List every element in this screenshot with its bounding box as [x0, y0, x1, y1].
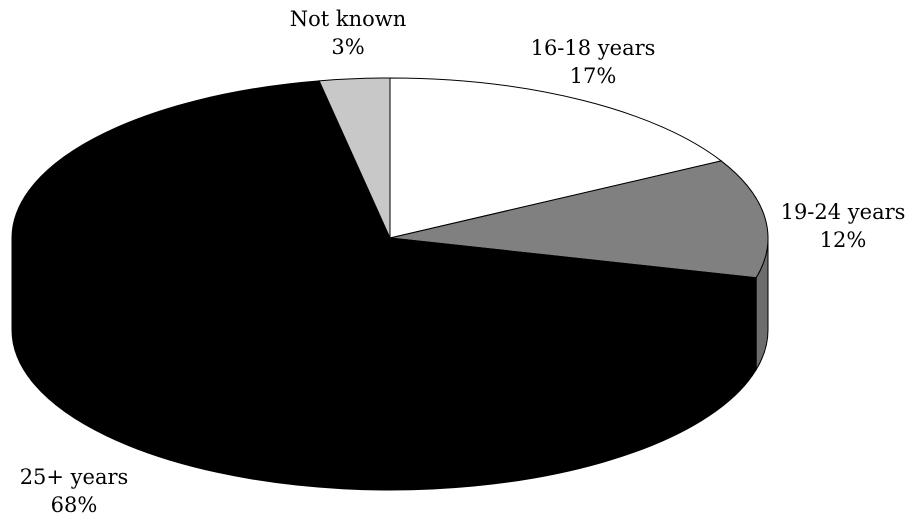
slice-label-not-known-name: Not known [290, 7, 407, 31]
pie-slice-16-18-years [389, 77, 723, 239]
pie-top-layer [11, 77, 769, 399]
slice-label-16-18-name: 16-18 years [531, 36, 656, 60]
pie-slice-25plus-years [11, 80, 757, 399]
slice-label-not-known-value: 3% [331, 35, 364, 59]
slice-label-25plus-value: 68% [51, 493, 98, 517]
slice-label-16-18-value: 17% [570, 64, 617, 88]
pie-slice-19-24-years [389, 160, 769, 279]
pie-label-layer: 16-18 years 17% 19-24 years 12% 25+ year… [20, 7, 906, 517]
slice-label-19-24-name: 19-24 years [781, 200, 906, 224]
slice-label-25plus-name: 25+ years [20, 465, 129, 489]
slice-label-19-24-value: 12% [820, 228, 867, 252]
pie-slice-not-known [318, 77, 391, 239]
